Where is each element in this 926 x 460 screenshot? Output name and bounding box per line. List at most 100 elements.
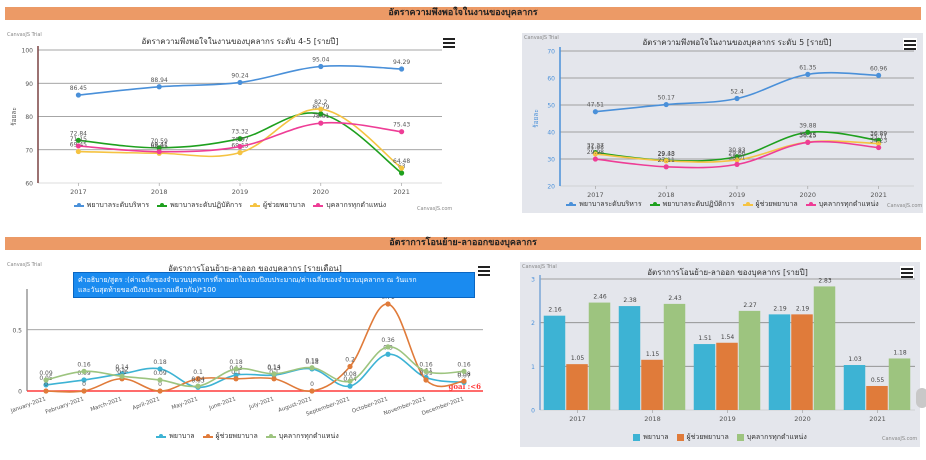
x-tick-label: 2018 [151, 188, 168, 196]
data-label: 0.16 [77, 361, 91, 368]
legend-item[interactable]: พยาบาลระดับบริหาร [73, 200, 149, 211]
data-label: 0.18 [153, 359, 167, 366]
x-tick-label: March-2021 [90, 396, 123, 413]
legend-item[interactable]: บุคลากรทุกตำแหน่ง [265, 431, 339, 442]
data-label: 2.19 [796, 305, 810, 312]
data-label: 52.4 [730, 89, 744, 96]
x-tick-label: 2021 [869, 415, 886, 423]
legend-swatch [649, 202, 660, 206]
legend-item[interactable]: พยาบาล [633, 432, 669, 443]
chart-legend: พยาบาลระดับบริหาร พยาบาลระดับปฏิบัติการ ผู… [522, 199, 923, 210]
legend-swatch [73, 203, 84, 207]
data-label: 60.96 [870, 65, 887, 72]
data-point [734, 161, 740, 167]
data-label: 68.95 [151, 143, 168, 150]
data-label: 0.2 [345, 357, 355, 364]
data-point [43, 382, 49, 388]
bar [716, 342, 738, 410]
legend-item[interactable]: พยาบาลระดับปฏิบัติการ [649, 199, 735, 210]
legend-item[interactable]: ผู้ช่วยพยาบาล [676, 432, 729, 443]
data-label: 72.84 [70, 130, 87, 137]
data-label: 2.83 [818, 277, 832, 284]
data-point [43, 377, 49, 383]
data-label: 0.1 [193, 369, 203, 376]
scrollbar-thumb[interactable] [916, 388, 926, 408]
canvasjs-credit[interactable]: CanvasJS.com [882, 436, 918, 442]
legend-swatch [156, 434, 167, 438]
data-label: 39.88 [799, 122, 816, 129]
legend-item[interactable]: พยาบาล [156, 431, 195, 442]
legend-item[interactable]: ผู้ช่วยพยาบาล [250, 200, 305, 211]
chart-legend: พยาบาล ผู้ช่วยพยาบาล บุคลากรทุกตำแหน่ง [5, 431, 490, 442]
chart-menu-button[interactable] [903, 38, 917, 50]
legend-item[interactable]: ผู้ช่วยพยาบาล [202, 431, 258, 442]
canvasjs-trial-label: CanvasJS Trial [522, 264, 557, 270]
chart-satisfaction-level-4-5: CanvasJS Trial อัตราความพึงพอใจในงานของบ… [5, 28, 455, 218]
data-point [233, 366, 239, 372]
data-point [81, 377, 87, 383]
data-label: 29.33 [658, 151, 675, 158]
data-point [318, 120, 324, 126]
chart-menu-button[interactable] [442, 36, 456, 48]
data-label: 88.94 [151, 77, 168, 84]
data-point [347, 363, 353, 370]
canvasjs-trial-label: CanvasJS Trial [7, 262, 42, 268]
legend-item[interactable]: บุคลากรทุกตำแหน่ง [313, 200, 386, 211]
x-tick-label: June-2021 [207, 396, 236, 412]
data-point [347, 378, 353, 384]
hamburger-menu-icon [478, 266, 490, 268]
legend-swatch [566, 202, 577, 206]
chart-transfer-monthly: CanvasJS Trial อัตราการโอนย้าย-ลาออก ของ… [5, 258, 490, 458]
data-label: 61.35 [799, 64, 816, 71]
data-point [663, 101, 669, 108]
data-point [592, 151, 598, 157]
bar [693, 344, 716, 410]
bar [663, 303, 686, 410]
data-point [805, 139, 811, 145]
y-tick-label: 20 [547, 184, 555, 191]
data-label: 1.15 [646, 351, 660, 358]
data-point [157, 388, 163, 394]
data-label: 73.32 [231, 129, 248, 136]
data-label: 0.14 [115, 364, 129, 371]
chart-menu-button[interactable] [477, 264, 491, 276]
data-label: 0 [158, 381, 162, 388]
legend-label: ผู้ช่วยพยาบาล [686, 433, 729, 441]
x-tick-label: 2020 [794, 415, 811, 423]
transfer-section-header: อัตราการโอนย้าย-ลาออกของบุคลากร [5, 237, 921, 250]
chart-menu-button[interactable] [900, 266, 914, 278]
data-point [805, 129, 811, 135]
data-label: 0.16 [419, 361, 433, 368]
bar [566, 364, 588, 410]
chart-legend: พยาบาล ผู้ช่วยพยาบาล บุคลากรทุกตำแหน่ง [520, 432, 920, 443]
canvasjs-credit[interactable]: CanvasJS.com [417, 206, 453, 212]
legend-swatch [742, 202, 753, 206]
data-label: 1.54 [721, 334, 735, 341]
data-point [423, 368, 429, 374]
data-label: 70.59 [151, 138, 168, 145]
legend-item[interactable]: บุคลากรทุกตำแหน่ง [805, 199, 879, 210]
chart-plot-area: อัตราความพึงพอใจในงานของบุคลากร ระดับ 4-… [10, 37, 442, 196]
x-tick-label: 2020 [313, 188, 330, 196]
chart-plot-area: อัตราการโอนย้าย-ลาออก ของบุคลากร [รายปี]… [531, 267, 915, 423]
data-point [237, 150, 243, 156]
legend-item[interactable]: บุคลากรทุกตำแหน่ง [736, 432, 807, 443]
hamburger-menu-icon [904, 40, 916, 42]
legend-item[interactable]: พยาบาลระดับปฏิบัติการ [157, 200, 242, 211]
data-label: 0.04 [191, 376, 205, 383]
x-tick-label: 2017 [569, 415, 586, 423]
x-tick-label: 2021 [870, 191, 887, 199]
canvasjs-credit[interactable]: CanvasJS.com [887, 203, 923, 209]
data-point [233, 376, 239, 382]
x-tick-label: November-2021 [383, 396, 427, 417]
y-tick-label: 60 [547, 76, 555, 83]
data-point [309, 365, 315, 371]
data-label: 2.27 [743, 302, 757, 309]
x-tick-label: 2018 [644, 415, 661, 423]
legend-item[interactable]: พยาบาลระดับบริหาร [566, 199, 642, 210]
chart-title: อัตราการโอนย้าย-ลาออก ของบุคลากร [รายปี] [647, 267, 808, 277]
legend-item[interactable]: ผู้ช่วยพยาบาล [742, 199, 798, 210]
bar [768, 314, 791, 410]
legend-swatch [202, 434, 213, 438]
x-tick-label: 2019 [232, 188, 249, 196]
